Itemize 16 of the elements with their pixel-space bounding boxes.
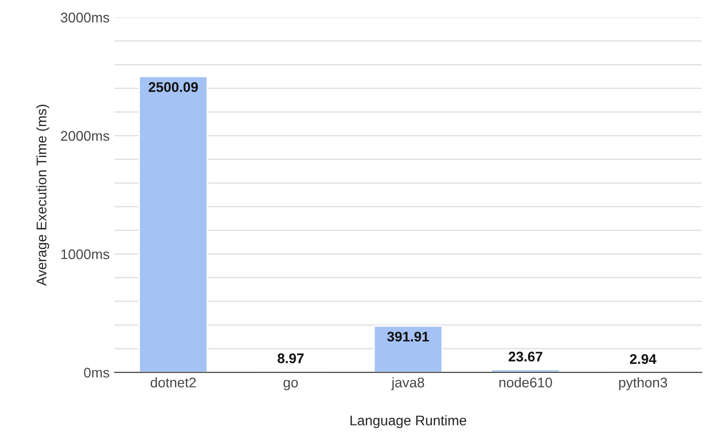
data-label: 391.91 bbox=[387, 332, 429, 342]
data-label: 2500.09 bbox=[148, 82, 198, 92]
x-tick-label: dotnet2 bbox=[150, 377, 196, 388]
data-label: 2.94 bbox=[630, 354, 656, 364]
x-tick-label: go bbox=[284, 380, 298, 390]
data-label: 23.67 bbox=[508, 352, 542, 362]
y-tick-label: 1000ms bbox=[61, 249, 110, 260]
y-tick-label: 2000ms bbox=[60, 131, 110, 141]
x-tick-label: java8 bbox=[391, 377, 424, 390]
x-tick-label: python3 bbox=[619, 377, 668, 390]
y-tick-label: 0ms bbox=[84, 368, 110, 378]
data-label: 8.97 bbox=[278, 353, 304, 364]
y-tick-label: 3000ms bbox=[60, 12, 110, 22]
x-axis-title: Language Runtime bbox=[350, 415, 466, 428]
x-tick-label: node610 bbox=[499, 377, 552, 388]
y-axis-title: Average Execution Time (ms) bbox=[36, 104, 50, 286]
